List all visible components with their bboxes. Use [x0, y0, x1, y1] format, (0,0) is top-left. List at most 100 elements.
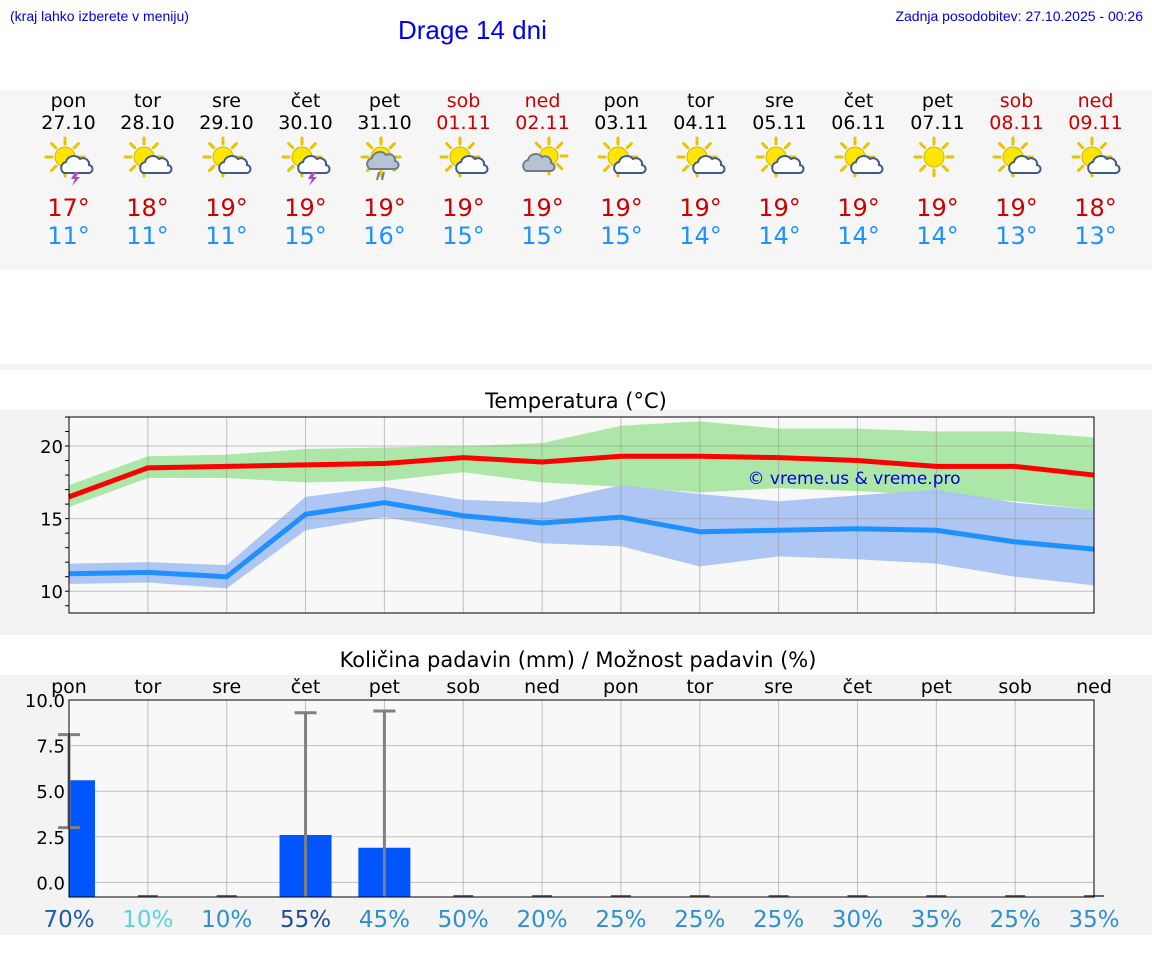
- forecast-day: čet 30.10 19° 15°: [266, 90, 345, 250]
- precipitation-day-label: sob: [998, 676, 1032, 698]
- max-temp: 19°: [837, 194, 880, 222]
- min-temp: 11°: [47, 222, 90, 250]
- precipitation-probability: 25%: [753, 907, 804, 933]
- forecast-day: tor 28.10 18° 11°: [108, 90, 187, 250]
- temperature-tick-label: 10: [40, 582, 63, 603]
- min-temp: 14°: [916, 222, 959, 250]
- location-hint[interactable]: (kraj lahko izberete v meniju): [10, 8, 189, 24]
- sun-cloud-icon: [439, 136, 489, 178]
- day-date: 31.10: [357, 112, 412, 134]
- max-temp: 19°: [916, 194, 959, 222]
- forecast-day: sre 05.11 19° 14°: [740, 90, 819, 250]
- precipitation-day-label: tor: [134, 676, 161, 698]
- sun-cloud-icon: [834, 136, 884, 178]
- day-name: čet: [290, 90, 321, 112]
- precipitation-probability: 45%: [359, 907, 410, 933]
- max-temp: 17°: [47, 194, 90, 222]
- forecast-day: čet 06.11 19° 14°: [819, 90, 898, 250]
- min-temp: 14°: [679, 222, 722, 250]
- precipitation-day-label: čet: [843, 676, 873, 698]
- day-date: 04.11: [673, 112, 728, 134]
- day-date: 09.11: [1068, 112, 1123, 134]
- day-name: pon: [603, 90, 640, 112]
- max-temp: 19°: [363, 194, 406, 222]
- day-name: sre: [765, 90, 794, 112]
- max-temp: 19°: [442, 194, 485, 222]
- day-name: pon: [50, 90, 87, 112]
- precipitation-probability: 30%: [832, 907, 883, 933]
- max-temp: 19°: [284, 194, 327, 222]
- min-temp: 14°: [837, 222, 880, 250]
- sun-cloud-icon: [1071, 136, 1121, 178]
- temperature-tick-label: 15: [40, 510, 63, 531]
- page-title: Drage 14 dni: [398, 15, 547, 45]
- cloud-sun-icon: [522, 136, 569, 176]
- max-temp: 19°: [995, 194, 1038, 222]
- forecast-day: pet 07.11 19° 14°: [898, 90, 977, 250]
- precipitation-probability: 25%: [595, 907, 646, 933]
- precipitation-day-label: pet: [369, 676, 400, 698]
- max-temp: 19°: [758, 194, 801, 222]
- day-name: sob: [446, 90, 481, 112]
- day-date: 01.11: [436, 112, 491, 134]
- precipitation-probability: 70%: [43, 907, 94, 933]
- day-name: ned: [524, 90, 561, 112]
- day-name: čet: [843, 90, 874, 112]
- max-temp-band: [69, 421, 1094, 510]
- day-date: 03.11: [594, 112, 649, 134]
- max-temp-line: [68, 453, 1095, 500]
- day-name: tor: [134, 90, 161, 112]
- precipitation-day-label: sob: [446, 676, 480, 698]
- precipitation-tick-label: 10.0: [25, 691, 65, 712]
- precipitation-day-label: pet: [921, 676, 952, 698]
- sun-cloud-icon: [676, 136, 726, 178]
- precipitation-probability: 55%: [280, 907, 331, 933]
- min-temp: 13°: [1074, 222, 1117, 250]
- precipitation-tick-label: 0.0: [36, 873, 65, 894]
- forecast-day: sre 29.10 19° 11°: [187, 90, 266, 250]
- max-temp: 19°: [600, 194, 643, 222]
- day-name: sob: [999, 90, 1034, 112]
- precipitation-tick-label: 7.5: [36, 737, 65, 758]
- min-temp: 15°: [284, 222, 327, 250]
- day-date: 06.11: [831, 112, 886, 134]
- sun-cloud-icon: [755, 136, 805, 178]
- sun-cloud-icon: [597, 136, 647, 178]
- day-name: tor: [687, 90, 714, 112]
- precipitation-day-label: tor: [686, 676, 713, 698]
- precipitation-probability: 10%: [201, 907, 252, 933]
- day-date: 28.10: [120, 112, 175, 134]
- forecast-day: ned 09.11 18° 13°: [1056, 90, 1135, 250]
- precipitation-probability: 25%: [674, 907, 725, 933]
- precipitation-day-label: čet: [291, 676, 321, 698]
- max-temp: 19°: [679, 194, 722, 222]
- day-date: 29.10: [199, 112, 254, 134]
- precipitation-probability: 20%: [517, 907, 568, 933]
- sun-cloud-thunder-icon: [281, 136, 331, 186]
- precipitation-tick-label: 2.5: [36, 828, 65, 849]
- sun-icon: [913, 136, 955, 178]
- temperature-plot-frame: [68, 416, 1095, 614]
- precipitation-probability: 10%: [122, 907, 173, 933]
- precipitation-day-label: sre: [212, 676, 241, 698]
- forecast-strip: [0, 90, 1152, 270]
- day-date: 02.11: [515, 112, 570, 134]
- min-temp: 16°: [363, 222, 406, 250]
- min-temp: 13°: [995, 222, 1038, 250]
- day-name: pet: [921, 90, 954, 112]
- min-temp: 11°: [126, 222, 169, 250]
- day-name: sre: [212, 90, 241, 112]
- min-temp: 15°: [600, 222, 643, 250]
- max-temp: 19°: [205, 194, 248, 222]
- min-temp: 11°: [205, 222, 248, 250]
- precipitation-plot-frame: [68, 699, 1095, 898]
- forecast-day: sob 01.11 19° 15°: [424, 90, 503, 250]
- precipitation-probability: 35%: [911, 907, 962, 933]
- sun-cloud-thunder-icon: [44, 136, 94, 186]
- precipitation-day-label: ned: [524, 676, 560, 698]
- sun-cloud-rain-icon: [360, 136, 402, 181]
- max-temp: 18°: [126, 194, 169, 222]
- max-temp: 18°: [1074, 194, 1117, 222]
- day-name: ned: [1077, 90, 1114, 112]
